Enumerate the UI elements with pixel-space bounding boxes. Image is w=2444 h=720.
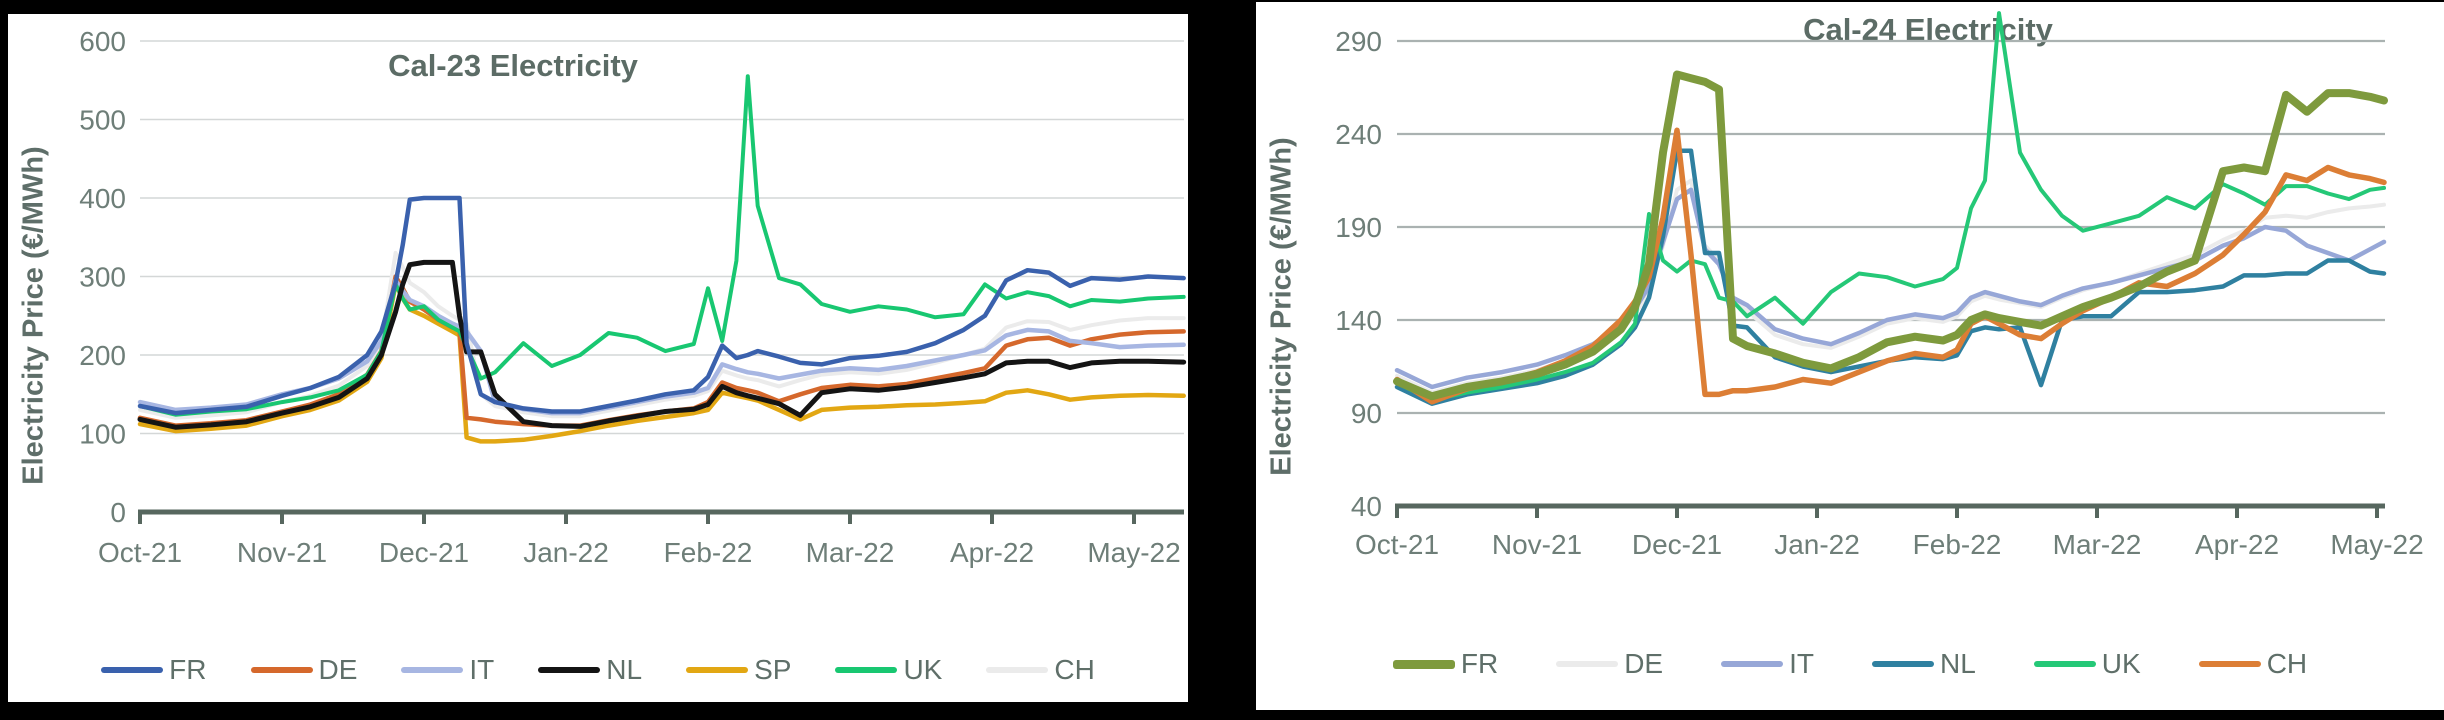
cal24-chart-panel: Electricity Price (€/MWh) Cal-24 Electri… bbox=[1256, 2, 2444, 710]
x-tick-label-Apr-22: Apr-22 bbox=[2195, 529, 2279, 560]
legend-label-FR: FR bbox=[169, 654, 207, 685]
legend-label-NL: NL bbox=[606, 654, 643, 685]
series-line-CH bbox=[1394, 127, 2387, 405]
legend-item-IT: IT bbox=[401, 654, 494, 686]
legend-swatch-UK bbox=[2033, 661, 2096, 667]
y-tick-label-240: 240 bbox=[1335, 119, 1382, 150]
legend-item-CH: CH bbox=[986, 654, 1095, 686]
cal24-plot-area: 40 90 140 190 240 290 Oct-21 Nov-21 Dec-21 Jan-22… bbox=[1335, 11, 2424, 560]
x-tick-label-Feb-22: Feb-22 bbox=[1913, 529, 2002, 560]
x-tick-label-Nov-21: Nov-21 bbox=[1492, 529, 1582, 560]
x-tick-label-Dec-21: Dec-21 bbox=[379, 537, 469, 568]
legend-item-DE: DE bbox=[1556, 648, 1663, 680]
legend-label-UK: UK bbox=[2101, 648, 2141, 679]
legend-swatch-CH bbox=[986, 667, 1049, 673]
series-line-UK bbox=[1395, 11, 2386, 402]
legend-item-IT: IT bbox=[1721, 648, 1814, 680]
legend-item-UK: UK bbox=[835, 654, 942, 686]
legend-label-IT: IT bbox=[469, 654, 495, 685]
legend-item-CH: CH bbox=[2198, 648, 2308, 680]
series-line-UK bbox=[138, 74, 1186, 417]
series-line-NL bbox=[137, 259, 1187, 430]
y-tick-label-300: 300 bbox=[79, 262, 126, 293]
y-tick-label-190: 190 bbox=[1335, 212, 1382, 243]
legend-swatch-IT bbox=[1721, 661, 1784, 667]
legend-swatch-SP bbox=[686, 667, 749, 673]
y-tick-label-140: 140 bbox=[1335, 305, 1382, 336]
legend-label-CH: CH bbox=[2266, 648, 2308, 679]
x-tick-label-Jan-22: Jan-22 bbox=[1774, 529, 1860, 560]
x-tick-label-Nov-21: Nov-21 bbox=[237, 537, 327, 568]
legend-swatch-CH bbox=[2198, 661, 2261, 667]
legend-swatch-UK bbox=[835, 667, 898, 673]
y-tick-label-500: 500 bbox=[79, 105, 126, 136]
legend-label-FR: FR bbox=[1460, 648, 1499, 679]
x-tick-label-Dec-21: Dec-21 bbox=[1632, 529, 1722, 560]
x-tick-label-May-22: May-22 bbox=[2330, 529, 2423, 560]
x-tick-label-May-22: May-22 bbox=[1087, 537, 1180, 568]
legend-item-SP: SP bbox=[686, 654, 791, 686]
y-tick-label-40: 40 bbox=[1351, 491, 1382, 522]
y-tick-label-0: 0 bbox=[110, 497, 126, 528]
y-tick-label-100: 100 bbox=[79, 419, 126, 450]
x-tick-label-Jan-22: Jan-22 bbox=[523, 537, 609, 568]
legend-item-DE: DE bbox=[250, 654, 358, 686]
legend-label-IT: IT bbox=[1789, 648, 1814, 679]
y-tick-label-290: 290 bbox=[1335, 26, 1382, 57]
x-tick-label-Oct-21: Oct-21 bbox=[1355, 529, 1439, 560]
legend-label-CH: CH bbox=[1054, 654, 1095, 685]
x-tick-label-Feb-22: Feb-22 bbox=[664, 537, 753, 568]
legend-swatch-DE bbox=[1556, 661, 1619, 667]
legend-label-DE: DE bbox=[1624, 648, 1664, 679]
y-tick-label-600: 600 bbox=[79, 26, 126, 57]
series-line-FR bbox=[1393, 70, 2388, 401]
series-line-FR bbox=[137, 195, 1186, 416]
legend-swatch-DE bbox=[250, 667, 313, 673]
legend-swatch-IT bbox=[401, 667, 464, 673]
cal23-chart-title: Cal-23 Electricity bbox=[388, 48, 638, 83]
legend-label-SP: SP bbox=[754, 654, 792, 685]
cal23-legend: FR DE IT NL SP UK CH bbox=[8, 654, 1188, 686]
x-tick-label-Mar-22: Mar-22 bbox=[806, 537, 895, 568]
cal23-chart-panel: Electricity Price (€/MWh) Cal-23 Electri… bbox=[8, 14, 1188, 702]
y-tick-label-90: 90 bbox=[1351, 398, 1382, 429]
legend-item-NL: NL bbox=[1871, 648, 1976, 680]
x-tick-label-Apr-22: Apr-22 bbox=[950, 537, 1034, 568]
legend-item-NL: NL bbox=[538, 654, 642, 686]
legend-swatch-NL bbox=[538, 667, 601, 673]
y-tick-label-400: 400 bbox=[79, 183, 126, 214]
legend-item-FR: FR bbox=[101, 654, 207, 686]
legend-label-DE: DE bbox=[318, 654, 358, 685]
x-tick-label-Mar-22: Mar-22 bbox=[2053, 529, 2142, 560]
legend-item-FR: FR bbox=[1392, 648, 1499, 680]
x-tick-label-Oct-21: Oct-21 bbox=[98, 537, 182, 568]
legend-swatch-FR bbox=[1392, 659, 1455, 669]
legend-swatch-NL bbox=[1871, 661, 1934, 667]
legend-item-UK: UK bbox=[2033, 648, 2141, 680]
legend-swatch-FR bbox=[101, 667, 164, 673]
cal23-plot-area: 0 100 200 300 400 500 600 Oct-21 Nov-21 Dec-21 Jan… bbox=[79, 26, 1187, 568]
cal24-legend: FR DE IT NL UK CH bbox=[1256, 648, 2444, 680]
legend-label-UK: UK bbox=[903, 654, 943, 685]
y-tick-label-200: 200 bbox=[79, 340, 126, 371]
legend-label-NL: NL bbox=[1939, 648, 1976, 679]
